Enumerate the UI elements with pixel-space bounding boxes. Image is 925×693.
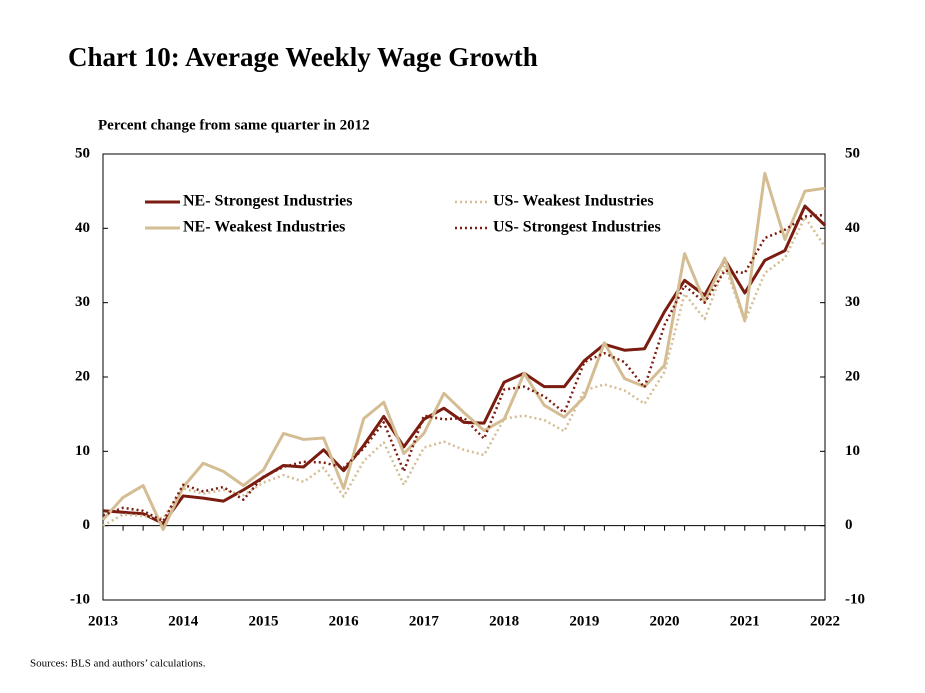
legend-label: NE- Weakest Industries (183, 219, 345, 236)
source-note: Sources: BLS and authors’ calculations. (30, 658, 206, 670)
y2-tick-label: 0 (845, 517, 853, 533)
x-tick-label: 2022 (810, 613, 840, 629)
y-tick-label: -10 (70, 591, 90, 607)
x-tick-label: 2020 (650, 613, 680, 629)
y2-tick-label: 10 (845, 443, 860, 459)
x-tick-label: 2017 (409, 613, 440, 629)
x-tick-label: 2019 (569, 613, 599, 629)
y2-tick-label: 50 (845, 145, 860, 161)
series-line (102, 215, 827, 527)
series-line (102, 204, 827, 525)
y-tick-label: 10 (75, 443, 90, 459)
y-tick-label: 0 (83, 517, 91, 533)
x-tick-label: 2015 (248, 613, 278, 629)
series-line (102, 213, 826, 523)
y2-tick-label: 30 (845, 294, 860, 310)
x-tick-label: 2018 (489, 613, 519, 629)
x-tick-label: 2013 (88, 613, 118, 629)
y-tick-label: 30 (75, 294, 90, 310)
x-tick-label: 2021 (730, 613, 760, 629)
x-tick-label: 2016 (329, 613, 360, 629)
y2-tick-label: -10 (845, 591, 865, 607)
legend-label: US- Weakest Industries (493, 193, 654, 210)
chart-title: Chart 10: Average Weekly Wage Growth (68, 42, 538, 72)
legend-label: US- Strongest Industries (493, 219, 661, 236)
y-tick-label: 40 (75, 220, 90, 236)
axis-title: Percent change from same quarter in 2012 (98, 117, 370, 133)
x-tick-label: 2014 (168, 613, 199, 629)
y2-tick-label: 20 (845, 368, 860, 384)
y-tick-label: 50 (75, 145, 90, 161)
y2-tick-label: 40 (845, 220, 860, 236)
legend-label: NE- Strongest Industries (183, 193, 353, 210)
y-tick-label: 20 (75, 368, 90, 384)
